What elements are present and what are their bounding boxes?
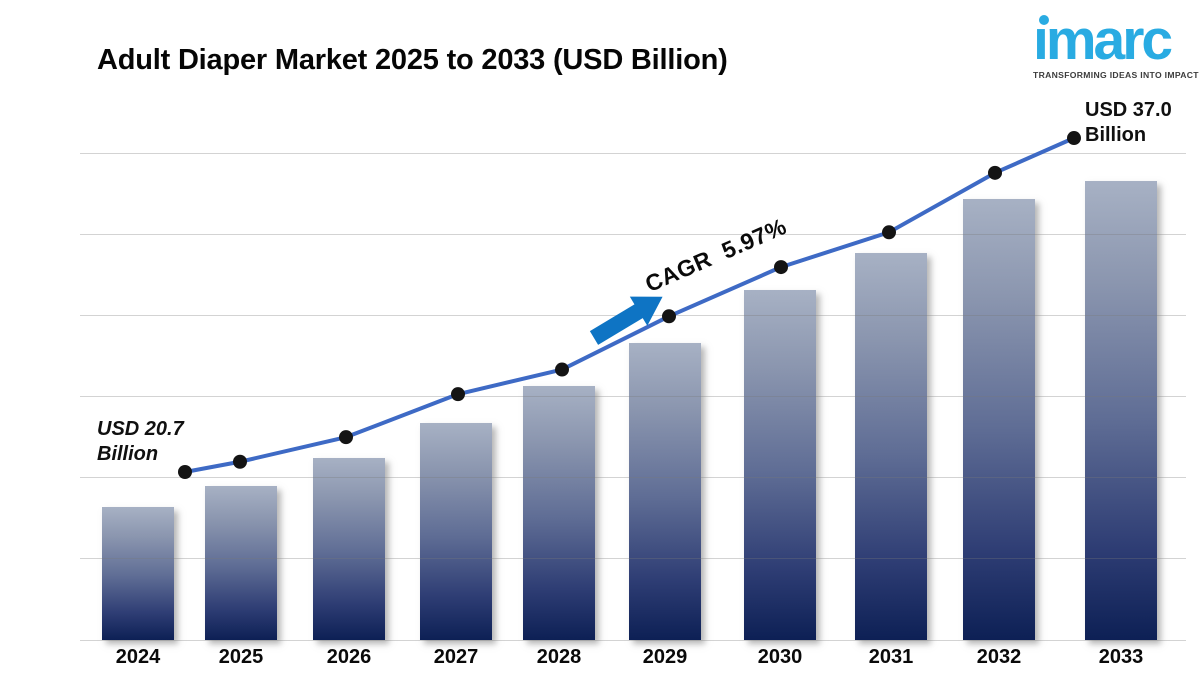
trend-dots-group [178, 131, 1081, 479]
gridline [80, 153, 1186, 154]
x-axis-label-2024: 2024 [115, 646, 161, 668]
x-axis-label-2026: 2026 [326, 646, 372, 668]
x-axis-line [80, 640, 1186, 641]
bar-2028 [523, 385, 595, 640]
trend-dot-2031 [882, 225, 896, 240]
bar-2030 [744, 289, 816, 640]
trend-line [183, 136, 1076, 474]
trend-dot-2029 [662, 309, 676, 324]
start-value-label: USD 20.7 Billion [97, 417, 184, 467]
trend-dot-2032 [988, 165, 1002, 180]
imarc-logo: ımarc TRANSFORMING IDEAS INTO IMPACT [1033, 12, 1199, 81]
imarc-logo-wordmark: ımarc [1033, 12, 1193, 69]
trend-dot-2033 [1067, 131, 1081, 146]
x-axis-label-2027: 2027 [433, 646, 479, 668]
x-axis-label-2031: 2031 [868, 646, 914, 668]
x-axis-label-2029: 2029 [642, 646, 688, 668]
trend-dot-2025 [233, 454, 247, 469]
trend-dot-2028 [555, 362, 569, 377]
x-axis-label-2028: 2028 [536, 646, 582, 668]
bar-2024 [102, 506, 174, 640]
trend-dot-2024 [178, 465, 192, 479]
gridline [80, 558, 1186, 559]
logo-i-dot-icon [1039, 15, 1049, 25]
x-axis-label-2025: 2025 [218, 646, 264, 668]
chart-title: Adult Diaper Market 2025 to 2033 (USD Bi… [97, 44, 728, 76]
gridline [80, 396, 1186, 397]
trend-dot-2026 [339, 430, 353, 445]
logo-text: ımarc [1033, 8, 1173, 72]
bar-2029 [629, 342, 701, 640]
end-value-line2: Billion [1085, 124, 1147, 146]
bar-2032 [963, 199, 1035, 640]
cagr-arrow-icon [589, 296, 663, 345]
gridline [80, 477, 1186, 478]
bar-2033 [1085, 181, 1157, 640]
end-value-line1: USD 37.0 [1085, 99, 1172, 121]
bar-2026 [313, 457, 385, 640]
start-value-line2: Billion [97, 443, 159, 465]
trend-dot-2030 [774, 260, 788, 275]
bar-2025 [205, 486, 277, 640]
x-axis-label-2033: 2033 [1098, 646, 1144, 668]
bar-2031 [855, 252, 927, 640]
trend-dot-2027 [451, 387, 465, 402]
start-value-line1: USD 20.7 [97, 418, 184, 440]
gridline [80, 234, 1186, 235]
end-value-label: USD 37.0 Billion [1085, 98, 1172, 148]
x-axis-label-2032: 2032 [976, 646, 1022, 668]
logo-tagline: TRANSFORMING IDEAS INTO IMPACT [1033, 70, 1199, 80]
bar-2027 [420, 422, 492, 640]
x-axis-label-2030: 2030 [757, 646, 803, 668]
